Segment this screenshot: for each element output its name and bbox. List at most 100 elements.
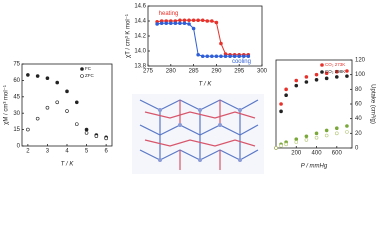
data-point <box>159 21 164 26</box>
data-point <box>314 131 319 136</box>
legend-marker <box>80 74 84 78</box>
y-axis-label: Uptake (cm³/g) <box>369 84 375 124</box>
data-point <box>279 109 283 114</box>
data-point <box>26 73 30 77</box>
data-point <box>241 54 246 59</box>
data-point <box>35 116 40 121</box>
data-point <box>187 18 191 23</box>
data-point <box>345 124 349 128</box>
data-point <box>187 22 191 26</box>
series-line <box>157 22 249 57</box>
data-point <box>219 41 223 46</box>
x-tick-label: 400 <box>312 151 323 157</box>
series-line <box>157 19 249 56</box>
data-point <box>178 18 182 23</box>
legend-marker <box>320 70 324 74</box>
data-point <box>169 21 173 26</box>
data-point <box>304 75 309 79</box>
x-tick-label: 3 <box>46 149 50 155</box>
x-axis-label: P / mmHg <box>301 164 328 170</box>
series-annotation: cooling <box>232 59 251 65</box>
legend-label: ZFC <box>85 73 94 78</box>
data-point <box>284 87 288 92</box>
data-point <box>45 105 50 110</box>
data-point <box>45 76 50 81</box>
data-point <box>279 144 283 148</box>
y-tick-label: 14.0 <box>134 49 146 55</box>
data-point <box>284 142 288 147</box>
data-point <box>294 140 299 144</box>
data-point <box>304 138 309 142</box>
y-tick-label: 100 <box>355 72 366 78</box>
y-axis-label: χT / cm³ K mol⁻¹ <box>126 14 132 58</box>
data-point <box>210 19 214 23</box>
data-point <box>314 72 319 77</box>
x-tick-label: 200 <box>291 151 302 157</box>
data-point <box>334 126 339 130</box>
y-tick-label: 20 <box>355 131 362 137</box>
x-tick-label: 275 <box>143 69 154 75</box>
data-point <box>345 69 349 73</box>
y-tick-label: 30 <box>13 111 20 117</box>
data-point <box>345 74 349 78</box>
y-tick-label: 45 <box>13 94 20 100</box>
data-point <box>65 89 69 94</box>
y-tick-label: 60 <box>355 102 362 108</box>
data-point <box>214 20 219 25</box>
x-tick-label: 295 <box>234 69 245 75</box>
data-point <box>84 131 89 135</box>
y-tick-label: 120 <box>355 58 366 64</box>
data-point <box>324 128 329 133</box>
x-tick-label: 290 <box>211 69 222 75</box>
data-point <box>200 18 205 23</box>
data-point <box>294 83 299 88</box>
y-tick-label: 13.8 <box>134 64 146 70</box>
data-point <box>182 21 187 26</box>
data-point <box>173 21 178 26</box>
x-axis-label: T / K <box>61 162 75 168</box>
data-point <box>237 54 241 59</box>
data-point <box>155 22 159 26</box>
y-tick-label: 14.2 <box>134 34 146 40</box>
data-point <box>324 133 329 138</box>
data-point <box>164 21 169 26</box>
data-point <box>205 54 210 59</box>
data-point <box>324 76 329 81</box>
data-point <box>324 71 329 75</box>
x-tick-label: 285 <box>189 69 200 75</box>
data-point <box>196 52 200 57</box>
y-tick-label: 0 <box>355 146 359 152</box>
data-point <box>274 146 278 150</box>
legend-label: CO₂ 298K <box>325 69 345 74</box>
data-point <box>294 78 299 83</box>
data-point <box>84 127 89 132</box>
data-point <box>246 54 251 59</box>
data-point <box>232 54 237 59</box>
data-point <box>334 69 339 74</box>
data-point <box>334 75 339 79</box>
data-point <box>55 80 60 85</box>
legend-label: FC <box>85 66 92 71</box>
data-point <box>304 134 309 139</box>
x-tick-label: 4 <box>65 149 69 155</box>
x-tick-label: 300 <box>257 69 268 75</box>
x-axis-label: T / K <box>199 82 213 88</box>
y-tick-label: 60 <box>13 78 20 84</box>
data-point <box>200 54 205 59</box>
y-tick-label: 0 <box>17 144 21 150</box>
data-point <box>74 100 79 105</box>
y-tick-label: 75 <box>13 62 20 68</box>
x-tick-label: 600 <box>332 151 343 157</box>
y-tick-label: 14.6 <box>134 4 146 10</box>
data-point <box>191 26 196 31</box>
data-point <box>182 18 187 23</box>
legend-marker <box>320 63 324 67</box>
plot-frame <box>21 63 113 147</box>
data-point <box>314 78 319 82</box>
data-point <box>223 54 228 59</box>
x-tick-label: 280 <box>166 69 177 75</box>
data-point <box>205 19 210 23</box>
data-point <box>104 136 108 141</box>
data-point <box>304 80 309 84</box>
